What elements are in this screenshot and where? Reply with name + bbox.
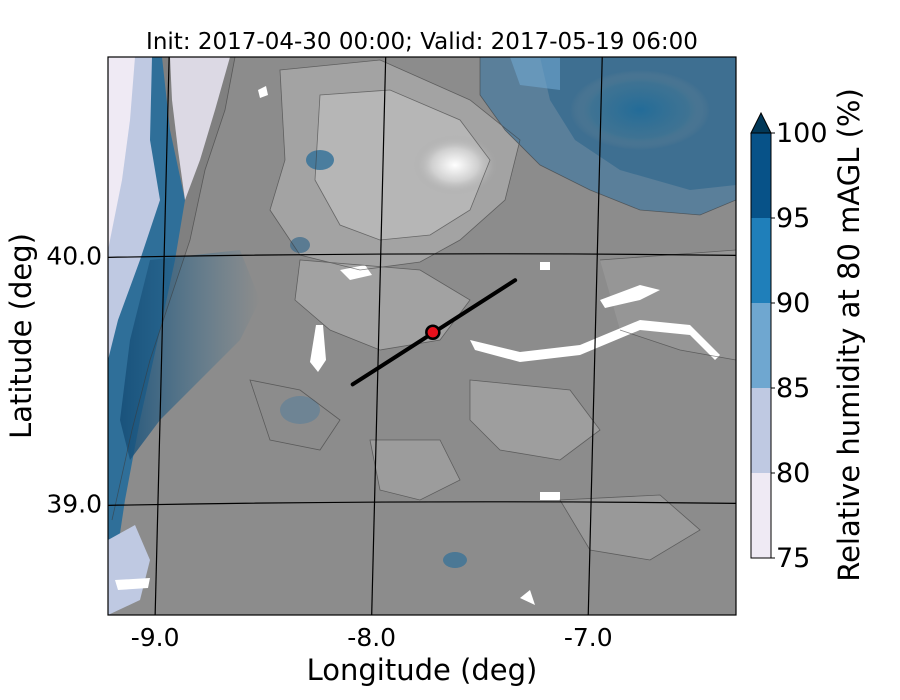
x-axis-label: Longitude (deg)	[307, 653, 538, 687]
y-tick-label-0: 40.0	[46, 241, 102, 270]
meridian-line-1	[371, 57, 387, 615]
highland-peak	[413, 135, 497, 195]
colorbar-tick-label-100: 100	[776, 118, 828, 149]
x-axis-ticks: -9.0 -8.0 -7.0	[131, 623, 613, 652]
x-tick-label-1: -8.0	[347, 623, 396, 652]
humidity-field	[108, 57, 736, 615]
y-tick-label-1: 39.0	[46, 489, 102, 518]
colorbar-tick-label-75: 75	[776, 543, 810, 574]
colorbar-tick-label-95: 95	[776, 203, 810, 234]
gap-1	[340, 265, 372, 280]
north-humid-blue	[510, 57, 560, 90]
overlay-layer	[350, 278, 518, 387]
ridge-light-4	[560, 495, 700, 560]
colorbar-tick-label-80: 80	[776, 458, 810, 489]
humid-blob-3	[443, 552, 467, 568]
parallel-line-0	[108, 253, 736, 258]
colorbar-segment-80-85	[751, 388, 771, 473]
gap-9	[258, 86, 268, 98]
location-marker	[425, 324, 441, 341]
gap-6	[540, 492, 560, 500]
colorbar-tick-label-90: 90	[776, 288, 810, 319]
coastal-humid-inland	[120, 250, 260, 460]
map-frame	[107, 56, 737, 616]
humid-blob-4	[280, 396, 320, 424]
coastal-strip-75-b	[170, 57, 230, 200]
humid-blob-1	[306, 150, 334, 170]
colorbar-tick-label-85: 85	[776, 373, 810, 404]
humid-blob-2	[290, 237, 310, 253]
gap-4	[600, 285, 660, 308]
contour-lines	[111, 57, 736, 561]
y-axis-label: Latitude (deg)	[4, 233, 38, 439]
meridian-line-0	[154, 57, 170, 615]
colorbar-segment-90-95	[751, 218, 771, 303]
colorbar-segment-85-90	[751, 303, 771, 388]
parallel-line-1	[108, 501, 736, 506]
chart-title: Init: 2017-04-30 00:00; Valid: 2017-05-1…	[146, 29, 698, 55]
southwest-coast-light	[108, 525, 150, 615]
colorbar: 75 80 85 90 95 100	[750, 111, 828, 574]
gap-5	[540, 262, 550, 270]
gap-2	[310, 325, 326, 372]
ridge-light-3	[370, 440, 460, 500]
y-axis-ticks: 40.0 39.0	[46, 241, 102, 518]
colorbar-label: Relative humidity at 80 mAGL (%)	[832, 88, 866, 582]
coastal-strip-75	[108, 57, 135, 250]
colorbar-frame	[750, 132, 772, 559]
ridge-light-1	[295, 260, 470, 350]
meridian-line-2	[587, 57, 603, 615]
graticule	[108, 57, 736, 615]
colorbar-extend-arrow	[750, 111, 772, 134]
gap-8	[115, 578, 150, 590]
gap-7	[520, 590, 535, 605]
x-tick-label-0: -9.0	[131, 623, 180, 652]
central-highland-upper	[315, 90, 490, 240]
x-tick-label-2: -7.0	[564, 623, 613, 652]
ridge-light-2	[470, 380, 600, 460]
colorbar-segment-75-80	[751, 473, 771, 558]
northeast-humid-spot	[570, 70, 710, 150]
colorbar-segment-95-100	[751, 133, 771, 218]
